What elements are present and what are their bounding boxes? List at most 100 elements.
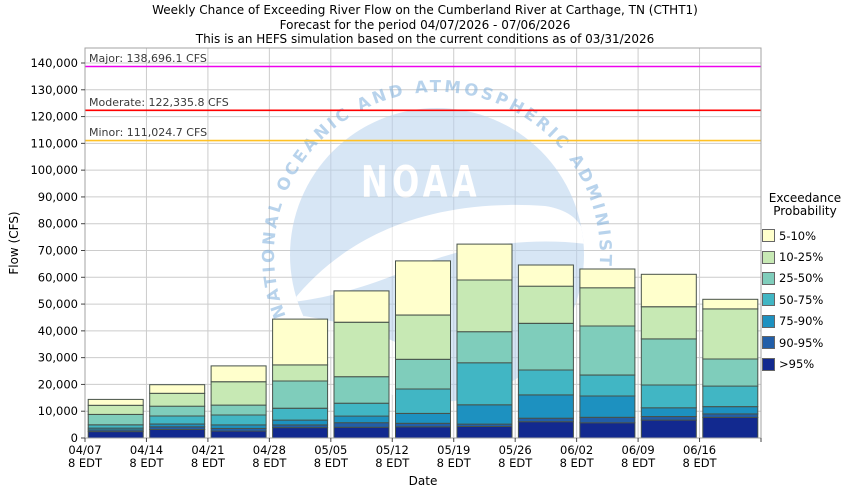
noaa-wordmark: NOAA (361, 157, 481, 208)
legend-title-line1: Exceedance (768, 191, 842, 205)
bar-segment (333, 422, 390, 428)
legend-item-7590: 75-90% (760, 311, 850, 332)
x-tick-label-time: 8 EDT (191, 456, 226, 470)
x-tick-label-time: 8 EDT (437, 456, 472, 470)
x-tick-label-date: 04/07 (68, 443, 101, 457)
y-tick-label: 80,000 (38, 217, 78, 231)
x-tick-label-time: 8 EDT (252, 456, 287, 470)
legend-swatch (762, 271, 775, 285)
bar-segment (210, 365, 267, 383)
bar-segment (87, 398, 144, 406)
bar-segment (210, 404, 267, 416)
bars (87, 243, 759, 439)
bar-segment (640, 384, 697, 409)
legend-swatch (762, 293, 775, 307)
chart-title: Weekly Chance of Exceeding River Flow on… (152, 3, 698, 17)
bar-segment (456, 243, 513, 281)
legend-item-95: >95% (760, 353, 850, 374)
bar-segment (517, 417, 574, 423)
bar-segment (579, 374, 636, 397)
bar-05/05 (333, 290, 390, 439)
bar-04/21 (210, 365, 267, 439)
bar-segment (640, 306, 697, 340)
bar-segment (87, 413, 144, 426)
legend-swatch (762, 229, 775, 243)
y-tick-label: 30,000 (38, 351, 78, 365)
bar-segment (702, 416, 759, 439)
bar-segment (640, 407, 697, 418)
y-tick-label: 0 (71, 431, 78, 445)
legend: Exceedance Probability 5-10% 10-25% 25-50%… (760, 192, 850, 375)
bar-segment (272, 407, 329, 421)
bar-segment (640, 273, 697, 308)
legend-item-510: 5-10% (760, 225, 850, 246)
axis-ticks (81, 62, 762, 442)
x-tick-label-date: 05/19 (437, 443, 470, 457)
legend-swatch (762, 314, 775, 328)
plot-frame (84, 47, 762, 439)
bar-segment (579, 268, 636, 289)
bar-segment (702, 358, 759, 387)
x-tick-label-time: 8 EDT (375, 456, 410, 470)
bar-06/09 (640, 273, 697, 439)
legend-label: 90-95% (779, 335, 824, 350)
bar-04/07 (87, 398, 144, 439)
x-tick-label-time: 8 EDT (621, 456, 656, 470)
y-tick-label: 110,000 (30, 136, 78, 150)
bar-segment (456, 279, 513, 333)
legend-label: 50-75% (779, 292, 824, 307)
threshold-label-minor: Minor: 111,024.7 CFS (89, 126, 208, 140)
bar-segment (579, 395, 636, 418)
bar-segment (149, 405, 206, 417)
chart-subtitle-simulation: This is an HEFS simulation based on the … (195, 32, 655, 46)
bar-segment (149, 423, 206, 428)
threshold-label-moderate: Moderate: 122,335.8 CFS (89, 95, 229, 109)
bar-segment (456, 362, 513, 406)
y-tick-label: 70,000 (38, 244, 78, 258)
legend-item-2550: 25-50% (760, 268, 850, 289)
legend-swatch (762, 357, 775, 371)
bar-segment (333, 376, 390, 404)
bar-segment (640, 419, 697, 439)
bar-05/19 (456, 243, 513, 439)
bar-segment (702, 413, 759, 418)
bar-segment (395, 422, 451, 428)
axis-tick-labels: 0 10,000 20,000 30,000 40,000 50,000 60,000 70,… (30, 56, 717, 470)
legend-swatch (762, 336, 775, 350)
legend-label: 75-90% (779, 314, 824, 329)
bar-segment (272, 427, 329, 439)
y-tick-label: 140,000 (30, 56, 78, 70)
bar-segment (272, 380, 329, 409)
x-tick-label-date: 05/05 (314, 443, 347, 457)
y-tick-label: 120,000 (30, 110, 78, 124)
bar-segment (517, 421, 574, 439)
bar-segment (87, 424, 144, 429)
bar-segment (395, 426, 451, 439)
bar-segment (395, 260, 451, 316)
legend-label: >95% (779, 357, 815, 372)
bar-segment (579, 287, 636, 327)
bar-segment (517, 369, 574, 396)
bar-segment (579, 325, 636, 376)
title-block: Weekly Chance of Exceeding River Flow on… (0, 3, 850, 47)
legend-label: 25-50% (779, 271, 824, 286)
legend-item-1025: 10-25% (760, 246, 850, 267)
bar-segment (395, 314, 451, 360)
y-tick-label: 100,000 (30, 163, 78, 177)
bar-segment (517, 264, 574, 287)
bar-segment (517, 322, 574, 371)
y-tick-label: 90,000 (38, 190, 78, 204)
x-tick-label-date: 06/09 (622, 443, 655, 457)
bar-segment (210, 430, 267, 439)
bar-segment (395, 412, 451, 424)
x-tick-label-date: 04/21 (191, 443, 224, 457)
bar-05/12 (395, 260, 451, 439)
y-tick-label: 10,000 (38, 404, 78, 418)
bar-segment (149, 384, 206, 394)
bar-segment (702, 385, 759, 408)
bar-segment (333, 321, 390, 378)
bar-segment (702, 308, 759, 360)
x-tick-label-time: 8 EDT (68, 456, 103, 470)
bar-segment (640, 416, 697, 421)
y-tick-label: 40,000 (38, 324, 78, 338)
